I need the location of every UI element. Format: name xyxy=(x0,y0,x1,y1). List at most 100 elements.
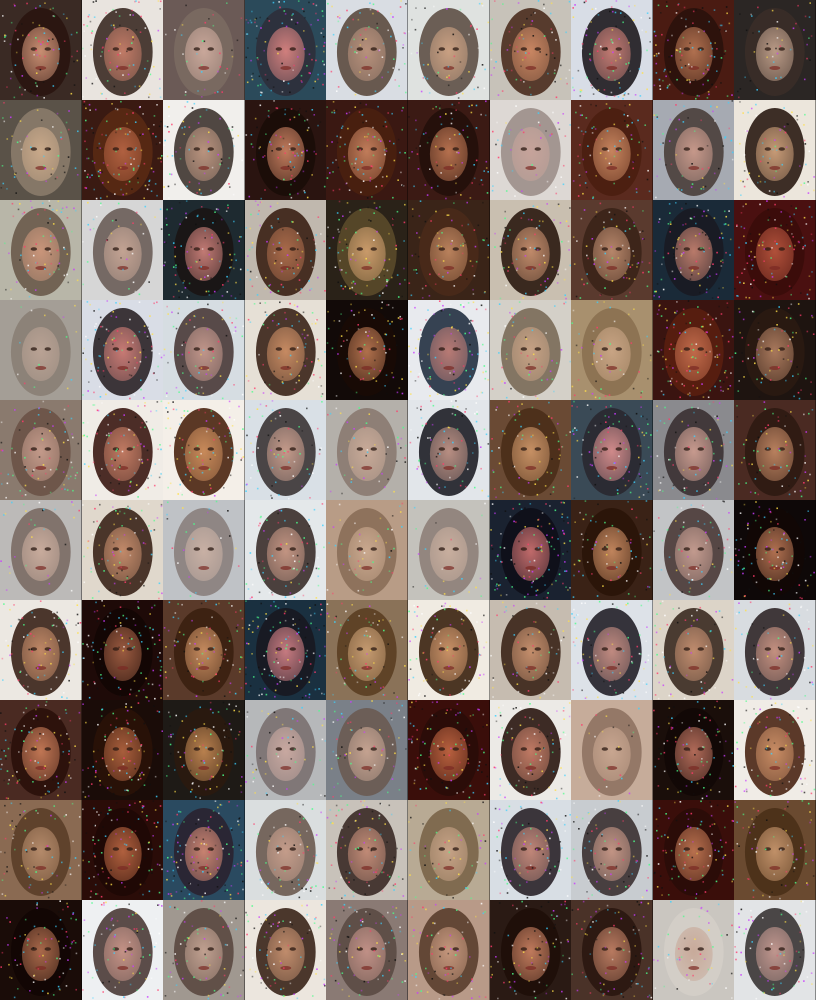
face-shape xyxy=(674,127,713,181)
eye-shape xyxy=(601,647,609,651)
face-shape xyxy=(266,927,305,981)
eye-shape xyxy=(44,147,51,151)
face-shape xyxy=(185,727,223,781)
eye-shape xyxy=(207,47,215,51)
mouth-shape xyxy=(35,866,47,870)
face-sample-image xyxy=(163,300,245,400)
face-sample-tile xyxy=(0,200,82,300)
face-sample-tile xyxy=(81,400,164,500)
eye-shape xyxy=(275,247,282,251)
mouth-shape xyxy=(524,966,536,970)
mouth-shape xyxy=(116,366,128,370)
face-sample-tile xyxy=(163,400,245,500)
face-shape xyxy=(511,727,550,781)
eye-shape xyxy=(520,347,527,351)
face-sample-tile xyxy=(407,700,490,800)
face-sample-image xyxy=(163,100,245,200)
face-sample-tile xyxy=(734,700,816,800)
eye-shape xyxy=(601,347,609,351)
face-shape xyxy=(21,127,60,181)
eye-shape xyxy=(615,247,623,251)
face-shape xyxy=(348,427,387,481)
face-sample-tile xyxy=(734,500,816,600)
face-sample-tile xyxy=(489,0,572,100)
eye-shape xyxy=(126,947,133,951)
face-sample-image xyxy=(326,800,408,900)
face-shape xyxy=(429,827,468,881)
face-sample-image xyxy=(407,400,490,500)
mouth-shape xyxy=(198,166,210,170)
eye-shape xyxy=(44,747,51,751)
face-sample-tile xyxy=(407,600,490,700)
face-shape xyxy=(348,827,387,881)
eye-shape xyxy=(357,747,364,751)
face-shape xyxy=(103,127,142,181)
face-sample-tile xyxy=(407,0,490,100)
face-sample-tile xyxy=(652,200,735,300)
face-sample-image xyxy=(0,500,82,600)
eye-shape xyxy=(357,547,364,551)
face-sample-image xyxy=(652,600,735,700)
face-sample-image xyxy=(489,200,572,300)
eye-shape xyxy=(683,547,690,551)
face-sample-image xyxy=(652,900,735,1000)
eye-shape xyxy=(438,147,445,151)
face-sample-tile xyxy=(0,500,82,600)
face-shape xyxy=(348,527,387,581)
eye-shape xyxy=(452,447,459,451)
face-sample-image xyxy=(734,600,816,700)
mouth-shape xyxy=(769,166,781,170)
face-sample-image xyxy=(244,700,327,800)
eye-shape xyxy=(778,247,786,251)
eye-shape xyxy=(44,547,51,551)
eye-shape xyxy=(30,347,38,351)
face-sample-image xyxy=(734,500,816,600)
eye-shape xyxy=(126,847,133,851)
eye-shape xyxy=(126,747,133,751)
eye-shape xyxy=(193,647,201,651)
eye-shape xyxy=(370,247,378,251)
eye-shape xyxy=(520,547,527,551)
face-sample-tile xyxy=(571,800,653,900)
face-shape xyxy=(593,127,631,181)
eye-shape xyxy=(207,947,215,951)
face-sample-image xyxy=(407,500,490,600)
mouth-shape xyxy=(524,266,536,270)
eye-shape xyxy=(207,347,215,351)
mouth-shape xyxy=(769,266,781,270)
mouth-shape xyxy=(606,266,618,270)
mouth-shape xyxy=(35,66,47,70)
face-shape xyxy=(593,227,631,281)
eye-shape xyxy=(778,647,786,651)
mouth-shape xyxy=(606,166,618,170)
face-sample-tile xyxy=(326,600,408,700)
face-sample-image xyxy=(734,900,816,1000)
mouth-shape xyxy=(35,166,47,170)
eye-shape xyxy=(520,47,527,51)
face-sample-image xyxy=(652,0,735,100)
face-sample-image xyxy=(0,100,82,200)
eye-shape xyxy=(357,47,364,51)
eye-shape xyxy=(778,47,786,51)
face-sample-tile xyxy=(652,300,735,400)
mouth-shape xyxy=(361,66,373,70)
face-sample-image xyxy=(163,700,245,800)
face-sample-tile xyxy=(163,900,245,1000)
eye-shape xyxy=(112,247,119,251)
face-sample-image xyxy=(734,700,816,800)
face-sample-tile xyxy=(326,300,408,400)
face-sample-tile xyxy=(571,500,653,600)
mouth-shape xyxy=(198,366,210,370)
face-shape xyxy=(511,227,550,281)
face-shape xyxy=(429,727,468,781)
eye-shape xyxy=(438,847,445,851)
face-sample-tile xyxy=(0,400,82,500)
face-sample-image xyxy=(571,400,653,500)
face-sample-tile xyxy=(489,500,572,600)
face-shape xyxy=(185,627,223,681)
eye-shape xyxy=(207,647,215,651)
face-sample-tile xyxy=(489,700,572,800)
face-sample-tile xyxy=(326,700,408,800)
mouth-shape xyxy=(769,466,781,470)
